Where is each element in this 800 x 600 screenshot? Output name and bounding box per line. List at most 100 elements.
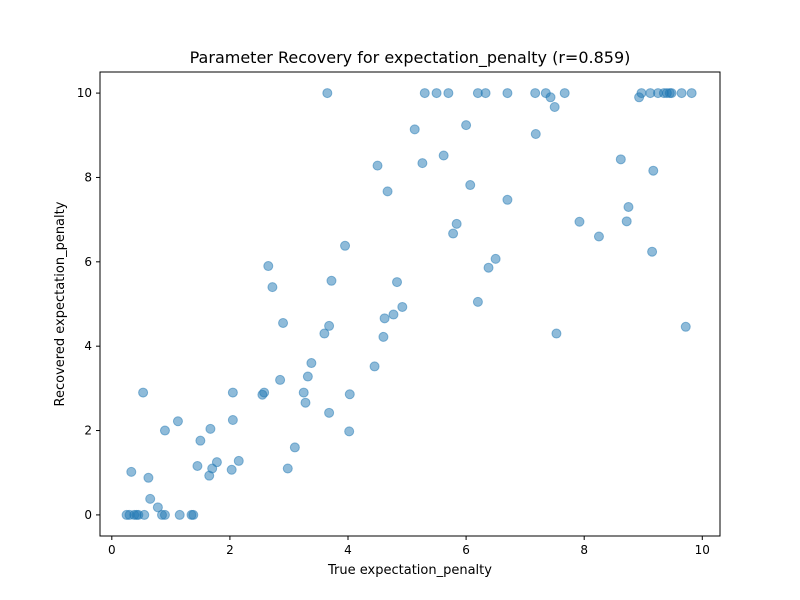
data-point <box>530 88 541 99</box>
data-point <box>282 463 293 474</box>
data-point <box>319 328 330 339</box>
data-point <box>340 240 351 251</box>
y-tick-label: 8 <box>84 170 92 184</box>
data-point <box>388 309 399 320</box>
data-point <box>267 282 278 293</box>
data-point <box>302 371 313 382</box>
data-point <box>259 387 270 398</box>
data-point <box>648 165 659 176</box>
data-point <box>369 361 380 372</box>
x-axis-ticks: 0 2 4 6 8 10 <box>108 536 710 557</box>
chart-title: Parameter Recovery for expectation_penal… <box>190 48 631 68</box>
data-point <box>195 435 206 446</box>
data-point <box>152 502 163 513</box>
y-tick-label: 2 <box>84 424 92 438</box>
data-point <box>615 154 626 165</box>
y-tick-label: 0 <box>84 508 92 522</box>
data-point <box>378 331 389 342</box>
data-point <box>502 88 513 99</box>
data-point <box>382 186 393 197</box>
data-point <box>188 509 199 520</box>
data-point <box>647 246 658 257</box>
data-point <box>227 387 238 398</box>
data-point <box>431 88 442 99</box>
data-point <box>545 92 556 103</box>
data-point <box>636 88 647 99</box>
data-point <box>324 407 335 418</box>
data-point <box>205 423 216 434</box>
data-point <box>300 397 311 408</box>
data-point <box>344 426 355 437</box>
x-tick-label: 10 <box>695 543 710 557</box>
data-point <box>126 466 137 477</box>
data-point <box>443 88 454 99</box>
data-point <box>465 180 476 191</box>
data-point <box>551 328 562 339</box>
data-point <box>530 129 541 140</box>
data-point <box>275 374 286 385</box>
data-point <box>159 425 170 436</box>
data-point <box>145 493 156 504</box>
data-point <box>417 158 428 169</box>
data-point <box>676 88 687 99</box>
data-point <box>461 120 472 131</box>
y-tick-label: 6 <box>84 255 92 269</box>
data-point <box>289 442 300 453</box>
y-axis-ticks: 0 2 4 6 8 10 <box>77 86 100 522</box>
data-point <box>621 216 632 227</box>
x-tick-label: 8 <box>580 543 588 557</box>
x-tick-label: 2 <box>226 543 234 557</box>
data-point <box>211 457 222 468</box>
x-tick-label: 4 <box>344 543 352 557</box>
data-point <box>174 509 185 520</box>
data-point <box>192 460 203 471</box>
data-point <box>623 201 634 212</box>
data-point <box>392 277 403 288</box>
data-point <box>326 275 337 286</box>
data-point <box>409 124 420 135</box>
x-axis-label: True expectation_penalty <box>327 563 492 578</box>
data-point <box>172 416 183 427</box>
data-point <box>263 261 274 272</box>
points-layer <box>121 88 697 520</box>
data-point <box>159 509 170 520</box>
data-point <box>438 150 449 161</box>
data-point <box>372 160 383 171</box>
data-point <box>448 228 459 239</box>
data-point <box>298 387 309 398</box>
y-tick-label: 10 <box>77 86 92 100</box>
data-point <box>574 216 585 227</box>
data-point <box>559 88 570 99</box>
data-point <box>397 301 408 312</box>
data-point <box>480 88 491 99</box>
data-point <box>593 231 604 242</box>
data-point <box>472 296 483 307</box>
data-point <box>483 262 494 273</box>
data-point <box>680 321 691 332</box>
data-point <box>451 218 462 229</box>
y-axis-label: Recovered expectation_penalty <box>53 201 68 406</box>
data-point <box>233 455 244 466</box>
data-point <box>227 415 238 425</box>
data-point <box>138 387 149 398</box>
data-point <box>324 320 335 331</box>
data-point <box>322 88 333 99</box>
data-point <box>666 88 677 99</box>
x-tick-label: 0 <box>108 543 116 557</box>
y-tick-label: 4 <box>84 339 92 353</box>
data-point <box>306 358 317 369</box>
data-point <box>419 88 430 99</box>
data-point <box>502 194 513 205</box>
data-point <box>490 253 501 264</box>
plot-frame <box>99 71 721 537</box>
data-point <box>143 472 154 483</box>
data-point <box>278 317 289 328</box>
data-point <box>344 389 355 400</box>
data-point <box>686 88 697 99</box>
data-point <box>549 102 560 113</box>
x-tick-label: 6 <box>462 543 470 557</box>
data-point <box>379 313 390 324</box>
data-point <box>139 509 150 520</box>
